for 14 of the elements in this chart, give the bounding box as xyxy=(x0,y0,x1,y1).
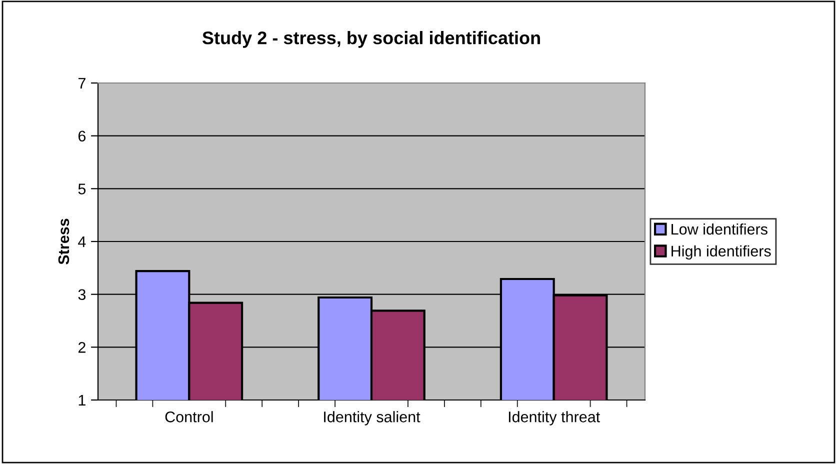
x-tick-label: Control xyxy=(165,411,213,422)
y-tick-label: 3 xyxy=(78,289,86,300)
x-tick-label: Identity threat xyxy=(508,411,600,426)
y-axis-title: Stress xyxy=(58,218,70,264)
y-tick-label: 4 xyxy=(78,236,86,248)
y-tick-label: 6 xyxy=(78,130,86,142)
legend-label: Low identifiers xyxy=(672,223,768,235)
y-tick-label: 7 xyxy=(78,78,86,89)
x-tick-label: Identity salient xyxy=(324,411,420,426)
chart-title: Study 2 - stress, by social identification xyxy=(202,31,540,48)
y-tick-label: 1 xyxy=(78,395,86,406)
y-tick-label: 5 xyxy=(78,184,86,194)
y-tick-label: 2 xyxy=(78,342,86,353)
legend-label: High identifiers xyxy=(672,245,771,260)
